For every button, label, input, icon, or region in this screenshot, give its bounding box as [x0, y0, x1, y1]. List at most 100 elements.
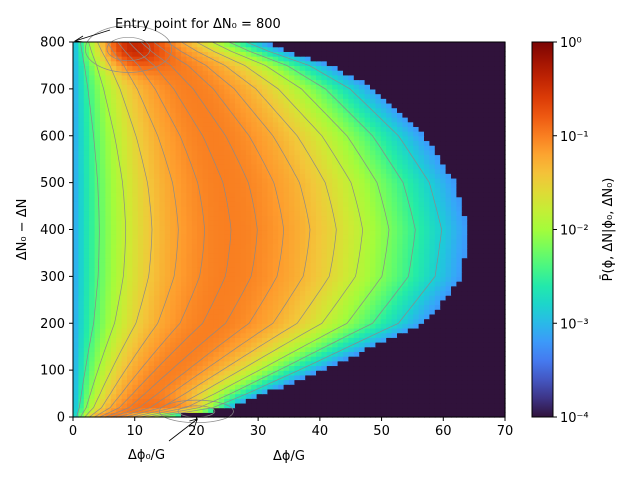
heatmap-cell [434, 309, 441, 315]
heatmap-cell [224, 206, 231, 212]
heatmap-cell [202, 313, 209, 320]
heatmap-cell [370, 407, 376, 413]
heatmap-cell [143, 370, 150, 376]
heatmap-cell [397, 149, 403, 156]
heatmap-cell [208, 365, 214, 371]
heatmap-cell [321, 356, 328, 362]
heatmap-cell [391, 243, 398, 249]
heatmap-cell [364, 295, 371, 301]
heatmap-cell [299, 402, 306, 409]
heatmap-cell [321, 346, 328, 352]
heatmap-cell [100, 299, 106, 306]
heatmap-cell [132, 374, 139, 381]
heatmap-cell [494, 327, 501, 334]
heatmap-cell [343, 356, 349, 362]
heatmap-cell [488, 360, 495, 367]
heatmap-cell [478, 140, 484, 146]
heatmap-cell [488, 196, 495, 202]
heatmap-cell [316, 177, 322, 184]
heatmap-cell [467, 131, 474, 137]
heatmap-cell [224, 215, 231, 221]
heatmap-cell [262, 332, 268, 338]
heatmap-cell [148, 140, 155, 146]
heatmap-cell [305, 346, 312, 352]
heatmap-cell [483, 267, 490, 273]
heatmap-cell [434, 131, 441, 137]
heatmap-cell [267, 332, 274, 338]
heatmap-cell [375, 140, 382, 146]
heatmap-cell [283, 210, 290, 217]
heatmap-cell [89, 346, 96, 352]
heatmap-cell [262, 140, 268, 146]
heatmap-cell [407, 224, 414, 231]
heatmap-cell [494, 192, 501, 198]
heatmap-cell [154, 252, 160, 259]
heatmap-cell [407, 393, 414, 399]
heatmap-cell [116, 398, 123, 404]
heatmap-cell [370, 182, 376, 188]
heatmap-cell [267, 252, 274, 259]
heatmap-cell [251, 187, 258, 193]
heatmap-cell [235, 248, 241, 254]
heatmap-cell [359, 346, 366, 352]
heatmap-cell [218, 374, 225, 381]
heatmap-cell [316, 295, 322, 301]
heatmap-cell [445, 313, 452, 320]
heatmap-cell [283, 365, 290, 371]
heatmap-cell [429, 281, 436, 287]
heatmap-cell [499, 299, 506, 306]
heatmap-cell [245, 374, 252, 381]
heatmap-cell [316, 365, 322, 371]
heatmap-cell [116, 154, 123, 160]
heatmap-cell [397, 224, 403, 231]
heatmap-cell [218, 173, 225, 179]
heatmap-cell [175, 252, 182, 259]
heatmap-cell [170, 346, 177, 352]
heatmap-cell [440, 234, 447, 240]
heatmap-cell [235, 229, 241, 235]
heatmap-cell [343, 285, 349, 292]
heatmap-cell [283, 398, 290, 404]
heatmap-cell [483, 384, 490, 390]
heatmap-cell [353, 168, 360, 174]
heatmap-cell [483, 187, 490, 193]
heatmap-cell [397, 281, 403, 287]
heatmap-cell [429, 154, 436, 160]
heatmap-cell [137, 379, 144, 385]
heatmap-cell [429, 149, 436, 156]
heatmap-cell [121, 121, 128, 127]
heatmap-cell [278, 360, 285, 367]
heatmap-cell [348, 290, 355, 296]
heatmap-cell [397, 182, 403, 188]
heatmap-cell [289, 154, 295, 160]
heatmap-cell [310, 379, 317, 385]
heatmap-cell [316, 402, 322, 409]
heatmap-cell [321, 402, 328, 409]
heatmap-cell [451, 407, 457, 413]
heatmap-cell [181, 267, 187, 273]
heatmap-cell [359, 135, 366, 142]
heatmap-cell [499, 393, 506, 399]
heatmap-cell [451, 351, 457, 357]
heatmap-cell [445, 332, 452, 338]
heatmap-cell [116, 342, 123, 348]
heatmap-cell [456, 332, 463, 338]
heatmap-cell [456, 384, 463, 390]
heatmap-cell [375, 281, 382, 287]
heatmap-cell [197, 332, 204, 338]
heatmap-cell [170, 332, 177, 338]
heatmap-cell [94, 323, 101, 329]
heatmap-cell [337, 145, 344, 151]
heatmap-cell [418, 342, 425, 348]
heatmap-cell [100, 238, 106, 245]
heatmap-cell [202, 252, 209, 259]
heatmap-cell [100, 365, 106, 371]
heatmap-cell [413, 267, 420, 273]
heatmap-cell [240, 346, 247, 352]
heatmap-cell [402, 140, 409, 146]
heatmap-cell [229, 365, 236, 371]
heatmap-cell [483, 131, 490, 137]
heatmap-cell [299, 238, 306, 245]
heatmap-cell [83, 163, 90, 170]
heatmap-cell [132, 370, 139, 376]
